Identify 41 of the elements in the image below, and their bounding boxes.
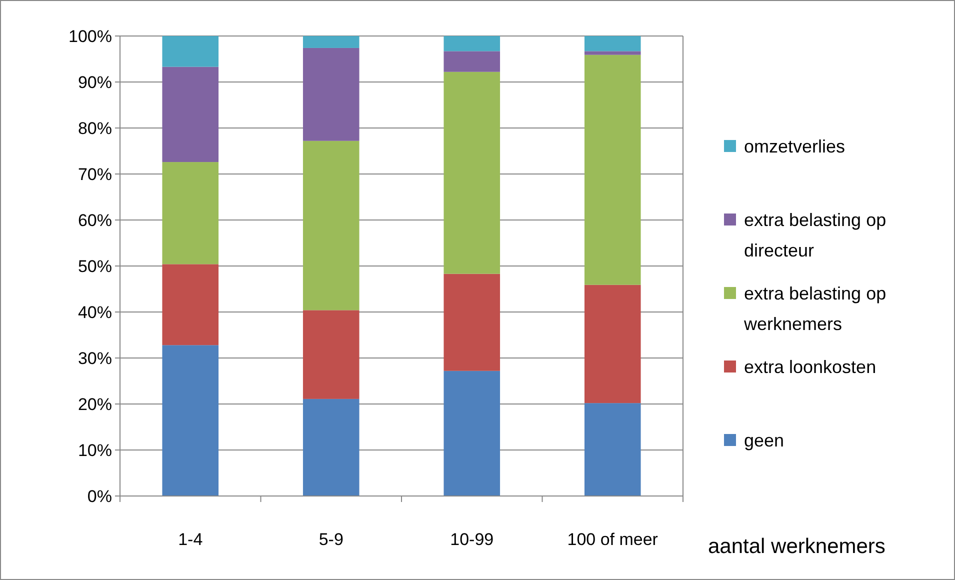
bar <box>444 370 500 496</box>
bar <box>162 345 219 496</box>
bar <box>444 51 500 72</box>
x-tick-label: 100 of meer <box>567 530 658 549</box>
y-tick-label: 100% <box>68 26 112 46</box>
bar <box>302 140 360 310</box>
bar <box>584 54 641 285</box>
y-tick-label: 10% <box>78 440 112 460</box>
y-tick-label: 50% <box>78 256 112 276</box>
x-tick-label: 10-99 <box>450 530 494 549</box>
legend-label: extra belasting op directeur <box>744 210 886 260</box>
y-tick-label: 30% <box>78 348 112 368</box>
y-tick-label: 70% <box>78 164 112 184</box>
x-tick-label: 5-9 <box>318 530 344 549</box>
bar <box>444 274 500 371</box>
bar <box>302 398 360 496</box>
y-tick-label: 0% <box>87 486 112 506</box>
y-tick-label: 90% <box>78 72 112 92</box>
legend-label: extra belasting op werknemers <box>743 283 886 334</box>
bar <box>162 36 219 67</box>
legend-label: extra loonkosten <box>744 356 876 377</box>
bar <box>584 51 641 55</box>
bar <box>584 284 641 404</box>
bar <box>162 66 219 162</box>
bar <box>162 264 219 346</box>
bar <box>584 36 641 52</box>
legend-label: geen <box>744 430 784 450</box>
x-tick-label: 1-4 <box>178 530 203 549</box>
bar <box>444 36 500 52</box>
y-tick-label: 20% <box>78 394 112 414</box>
y-tick-label: 80% <box>78 118 112 138</box>
bar <box>302 310 360 399</box>
bar <box>302 36 360 48</box>
legend-label: omzetverlies <box>744 136 846 156</box>
y-tick-label: 60% <box>78 210 112 230</box>
bar <box>444 72 500 274</box>
bar <box>302 48 360 141</box>
bar <box>584 403 641 496</box>
y-tick-label: 40% <box>78 302 112 322</box>
x-axis-title: aantal werknemers <box>708 535 886 558</box>
bar <box>162 162 219 264</box>
